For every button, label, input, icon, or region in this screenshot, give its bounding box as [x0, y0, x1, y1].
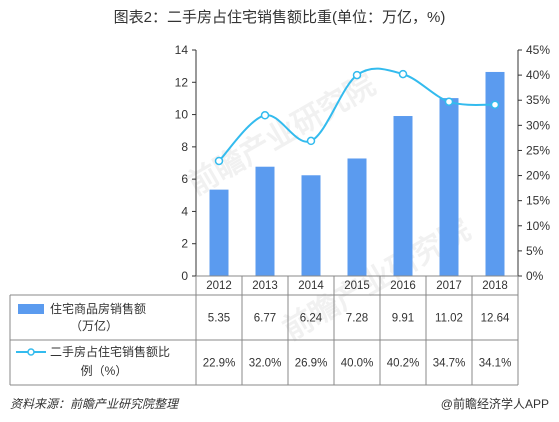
legend-label-line: 例（%）	[81, 364, 128, 378]
y-right-tick-label: 20%	[526, 169, 550, 183]
legend-label-bar: 住宅商品房销售额	[50, 301, 146, 316]
legend-label-bar: （万亿）	[70, 318, 118, 333]
line-point	[306, 136, 316, 146]
line-point	[260, 111, 270, 120]
y-left-tick-label: 4	[181, 204, 188, 218]
x-tick-label: 2015	[344, 280, 370, 292]
bar	[255, 166, 275, 276]
bar	[301, 175, 321, 276]
y-left-tick-label: 10	[175, 108, 189, 122]
line-point	[398, 69, 408, 79]
bar	[439, 98, 459, 276]
bar	[393, 116, 413, 276]
data-label-line: 40.2%	[387, 358, 420, 370]
credit-note: @前瞻经济学人APP	[440, 397, 549, 411]
chart-title: 图表2：二手房占住宅销售额比重(单位：万亿，%)	[113, 9, 446, 26]
y-right-tick-label: 35%	[526, 93, 550, 107]
legend-label-line: 二手房占住宅销售额比	[50, 344, 170, 359]
y-right-tick-label: 30%	[526, 118, 550, 132]
y-right-tick-label: 10%	[526, 219, 550, 233]
data-label-line: 40.0%	[341, 358, 374, 370]
data-label-bar: 6.77	[254, 313, 276, 325]
data-label-line: 26.9%	[295, 358, 328, 370]
x-tick-label: 2018	[482, 280, 508, 292]
y-right-tick-label: 15%	[526, 194, 550, 208]
data-label-bar: 9.91	[392, 313, 414, 325]
x-tick-label: 2014	[298, 280, 324, 292]
y-right-tick-label: 40%	[526, 68, 550, 82]
line-point	[214, 156, 224, 166]
bar	[485, 71, 505, 276]
y-right-tick-label: 45%	[526, 43, 550, 57]
data-label-line: 32.0%	[249, 358, 282, 370]
bar	[209, 189, 229, 276]
x-tick-label: 2017	[436, 280, 462, 292]
y-left-tick-label: 14	[175, 43, 189, 57]
y-left-tick-label: 6	[181, 172, 188, 186]
data-label-line: 34.7%	[433, 358, 466, 370]
source-note: 资料来源：前瞻产业研究院整理	[10, 397, 179, 411]
data-label-bar: 11.02	[435, 313, 463, 325]
legend-swatch-marker	[27, 348, 35, 356]
data-label-bar: 6.24	[300, 313, 323, 325]
data-label-line: 22.9%	[203, 358, 236, 370]
legend-swatch-bar	[18, 304, 44, 314]
y-left-tick-label: 8	[181, 140, 188, 154]
y-right-tick-label: 5%	[526, 244, 544, 258]
line-point	[444, 97, 454, 106]
line-point	[352, 70, 362, 80]
y-left-tick-label: 0	[181, 269, 188, 283]
line-point	[490, 100, 500, 109]
data-label-bar: 5.35	[208, 313, 230, 325]
data-label-bar: 12.64	[481, 313, 510, 325]
y-right-tick-label: 0%	[526, 269, 544, 283]
x-tick-label: 2016	[390, 280, 416, 292]
x-tick-label: 2013	[252, 280, 278, 292]
bar	[347, 158, 367, 276]
y-left-tick-label: 2	[181, 237, 188, 251]
data-label-line: 34.1%	[479, 358, 512, 370]
x-tick-label: 2012	[206, 280, 232, 292]
y-left-tick-label: 12	[175, 75, 189, 89]
data-label-bar: 7.28	[346, 313, 368, 325]
y-right-tick-label: 25%	[526, 143, 550, 157]
